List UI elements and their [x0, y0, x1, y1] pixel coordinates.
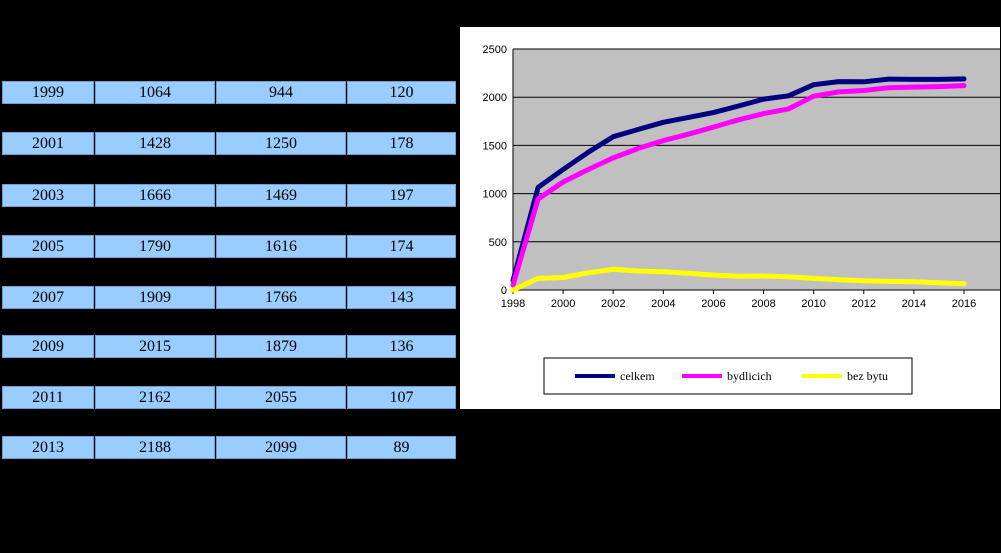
table-cell-year: 2001 [2, 132, 94, 155]
table-cell-bez-bytu: 143 [347, 286, 456, 309]
table-cell-bydlicich: 944 [216, 81, 346, 104]
y-tick-label: 0 [501, 285, 507, 297]
table-cell-year: 1999 [2, 81, 94, 104]
table-cell-bez-bytu: 197 [347, 184, 456, 207]
x-tick-label: 2008 [751, 298, 775, 310]
table-cell-celkem: 2162 [95, 386, 215, 409]
y-tick-label: 2500 [483, 44, 507, 56]
table-cell-year: 2005 [2, 235, 94, 258]
series-line-bydlicich [510, 83, 967, 288]
legend-label: bydlicich [727, 369, 772, 383]
table-cell-bydlicich: 1766 [216, 286, 346, 309]
table-cell-year: 2011 [2, 386, 94, 409]
table-cell-celkem: 1790 [95, 235, 215, 258]
table-cell-bez-bytu: 178 [347, 132, 456, 155]
x-tick-label: 2014 [902, 298, 926, 310]
x-tick-label: 2012 [852, 298, 876, 310]
table-cell-year: 2007 [2, 286, 94, 309]
table-cell-year: 2013 [2, 436, 94, 459]
chart-panel: 0 500 1000 1500 2000 2500 1998 2000 2002 2004 2006… [460, 27, 1000, 409]
table-cell-bydlicich: 1250 [216, 132, 346, 155]
table-cell-celkem: 1064 [95, 81, 215, 104]
table-cell-bez-bytu: 89 [347, 436, 456, 459]
table-cell-celkem: 1428 [95, 132, 215, 155]
x-tick-label: 2000 [551, 298, 575, 310]
table-cell-year: 2003 [2, 184, 94, 207]
series-line-bez-bytu [510, 266, 967, 293]
table-cell-year: 2009 [2, 335, 94, 358]
table-cell-bydlicich: 1616 [216, 235, 346, 258]
table-cell-celkem: 1666 [95, 184, 215, 207]
table-cell-bydlicich: 2099 [216, 436, 346, 459]
table-cell-celkem: 2015 [95, 335, 215, 358]
table-cell-bez-bytu: 136 [347, 335, 456, 358]
series-line-celkem [510, 76, 967, 283]
legend-label: bez bytu [847, 369, 888, 383]
y-tick-label: 1500 [483, 140, 507, 152]
table-cell-bez-bytu: 107 [347, 386, 456, 409]
x-tick-label: 2004 [651, 298, 675, 310]
x-tick-label: 2016 [952, 298, 976, 310]
x-tick-label: 2006 [701, 298, 725, 310]
table-cell-bydlicich: 1469 [216, 184, 346, 207]
y-tick-label: 1000 [483, 189, 507, 201]
legend-label: celkem [620, 369, 655, 383]
x-tick-label: 1998 [501, 298, 525, 310]
table-cell-celkem: 2188 [95, 436, 215, 459]
y-tick-label: 2000 [483, 92, 507, 104]
table-cell-bydlicich: 1879 [216, 335, 346, 358]
table-cell-bydlicich: 2055 [216, 386, 346, 409]
x-tick-label: 2010 [801, 298, 825, 310]
line-chart: 0 500 1000 1500 2000 2500 1998 2000 2002 2004 2006… [483, 44, 1000, 395]
table-cell-bez-bytu: 120 [347, 81, 456, 104]
y-tick-label: 500 [489, 237, 507, 249]
table-cell-bez-bytu: 174 [347, 235, 456, 258]
table-cell-celkem: 1909 [95, 286, 215, 309]
x-tick-label: 2002 [601, 298, 625, 310]
